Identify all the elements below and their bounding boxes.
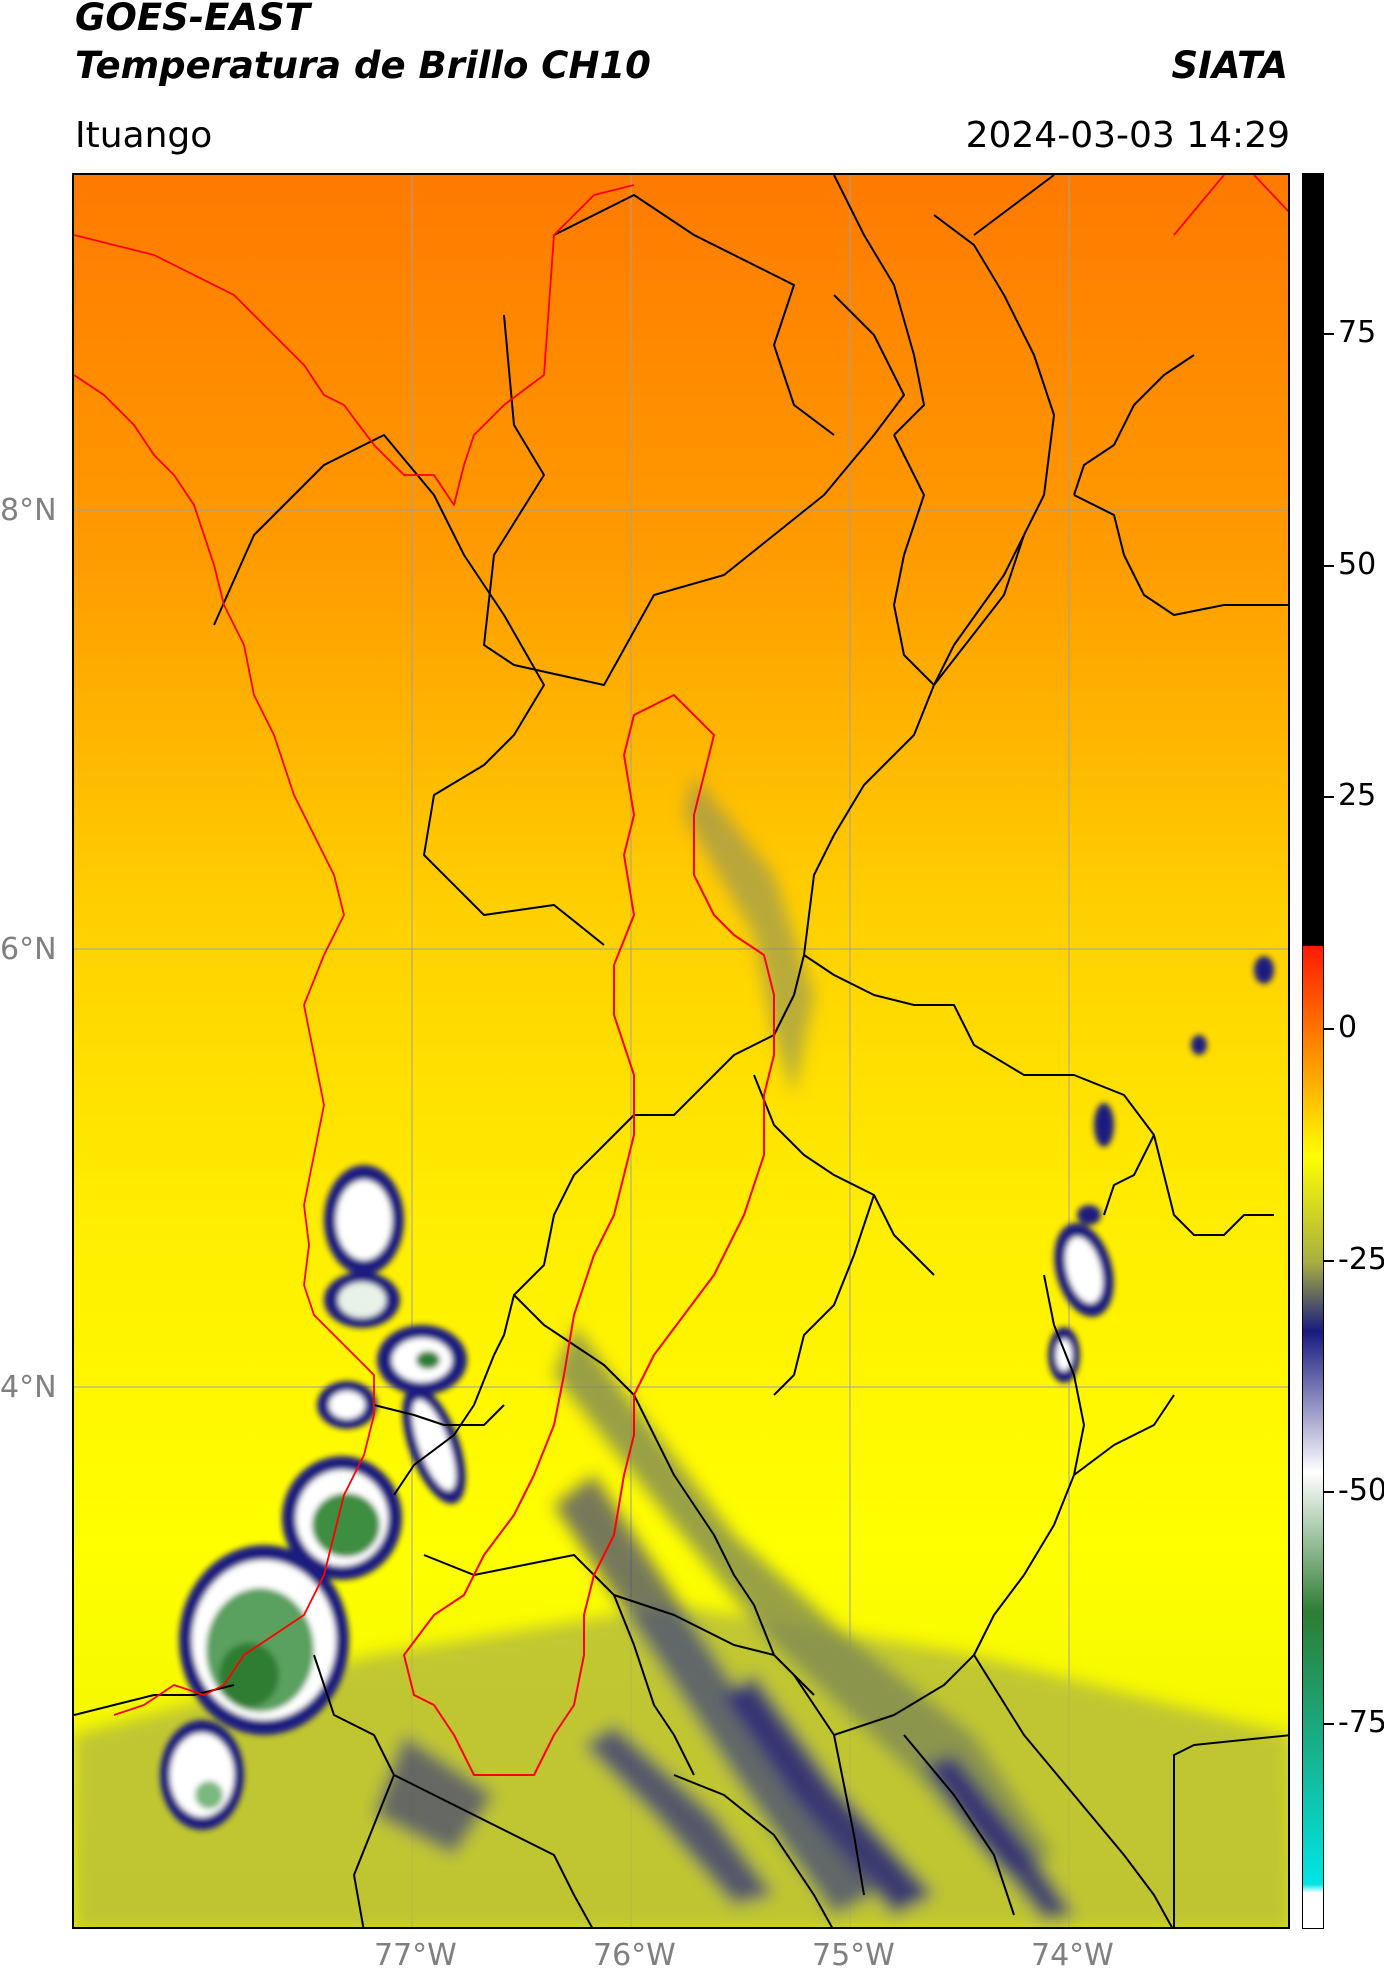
colorbar-label-75: 75 xyxy=(1338,315,1377,350)
colorbar-tick xyxy=(1324,796,1334,798)
colorbar-tick xyxy=(1324,1028,1334,1030)
lat-label-4n: 4°N xyxy=(0,1370,57,1405)
lat-label-6n: 6°N xyxy=(0,932,57,967)
colorbar-label-minus25: -25 xyxy=(1338,1242,1384,1277)
lon-label-74w: 74°W xyxy=(1031,1938,1114,1973)
colorbar xyxy=(1302,173,1324,1929)
brightness-temperature-map xyxy=(72,173,1290,1929)
colorbar-tick xyxy=(1324,1723,1334,1725)
lon-label-77w: 77°W xyxy=(374,1938,457,1973)
colorbar-label-0: 0 xyxy=(1338,1010,1358,1045)
colorbar-tick xyxy=(1324,565,1334,567)
ituango-region-outline xyxy=(403,694,775,1776)
colorbar-tick xyxy=(1324,1491,1334,1493)
lat-label-8n: 8°N xyxy=(0,493,57,528)
colorbar-label-minus75: -75 xyxy=(1338,1705,1384,1740)
colorbar-tick xyxy=(1324,333,1334,335)
colorbar-label-50: 50 xyxy=(1338,547,1377,582)
satellite-title: GOES-EAST xyxy=(75,0,310,39)
colorbar-tick xyxy=(1324,1260,1334,1262)
cloud-streaks xyxy=(74,775,1288,1927)
lon-label-75w: 75°W xyxy=(812,1938,895,1973)
coastline xyxy=(74,175,1288,1716)
agency-label: SIATA xyxy=(1171,44,1288,87)
lon-label-76w: 76°W xyxy=(593,1938,676,1973)
product-title: Temperatura de Brillo CH10 xyxy=(75,44,651,87)
datetime-label: 2024-03-03 14:29 xyxy=(965,115,1290,156)
map-canvas xyxy=(74,175,1288,1927)
colorbar-label-minus50: -50 xyxy=(1338,1473,1384,1508)
region-label: Ituango xyxy=(75,115,213,156)
department-borders xyxy=(74,175,1288,1927)
colorbar-label-25: 25 xyxy=(1338,778,1377,813)
